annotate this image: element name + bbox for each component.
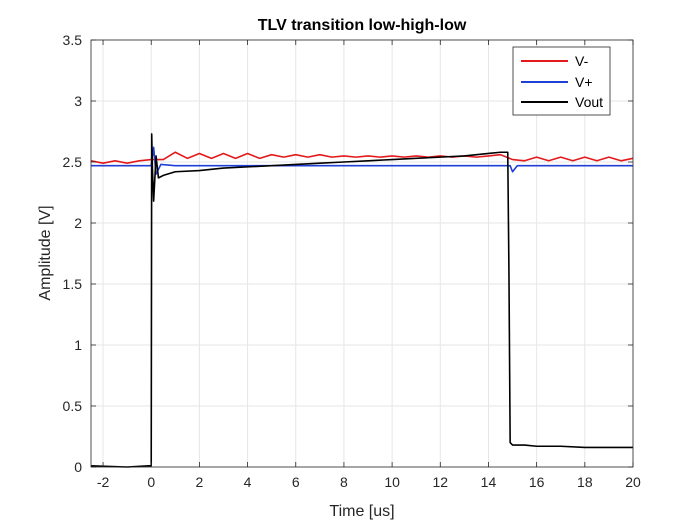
y-tick-label: 0 <box>74 459 82 475</box>
chart-title: TLV transition low-high-low <box>258 17 467 34</box>
series-line-vout <box>90 133 633 468</box>
x-tick-label: 0 <box>147 474 155 490</box>
legend-label-v-minus: V- <box>575 53 589 69</box>
tick-labels: -2 0 2 4 6 8 10 12 14 16 18 20 0 0.5 1 1.5 2 2.5 3 3.5 <box>63 32 641 490</box>
y-tick-label: 0.5 <box>63 398 83 414</box>
x-tick-label: 16 <box>529 474 545 490</box>
x-tick-label: 18 <box>577 474 593 490</box>
x-tick-label: 20 <box>625 474 641 490</box>
legend-label-v-plus: V+ <box>575 74 593 90</box>
axis-ticks <box>91 39 634 468</box>
x-tick-label: 4 <box>244 474 252 490</box>
legend-label-vout: Vout <box>575 94 603 110</box>
x-tick-label: 8 <box>340 474 348 490</box>
x-tick-label: 12 <box>432 474 448 490</box>
y-tick-label: 3.5 <box>63 32 83 48</box>
y-tick-label: 2.5 <box>63 154 83 170</box>
y-axis-label: Amplitude [V] <box>37 205 54 300</box>
plot-frame <box>90 39 634 468</box>
y-tick-label: 3 <box>74 93 82 109</box>
x-tick-label: 14 <box>481 474 497 490</box>
y-tick-label: 2 <box>74 215 82 231</box>
x-tick-label: 10 <box>384 474 400 490</box>
x-tick-label: 2 <box>196 474 204 490</box>
series-line-v-plus <box>91 146 633 175</box>
x-tick-label: 6 <box>292 474 300 490</box>
series-line-v-minus <box>90 151 634 165</box>
series-layer <box>90 133 634 468</box>
x-axis-label: Time [us] <box>329 503 394 520</box>
y-tick-label: 1 <box>74 337 82 353</box>
x-tick-label: -2 <box>97 474 110 490</box>
y-tick-label: 1.5 <box>63 276 83 292</box>
legend: V- V+ Vout <box>512 46 611 116</box>
